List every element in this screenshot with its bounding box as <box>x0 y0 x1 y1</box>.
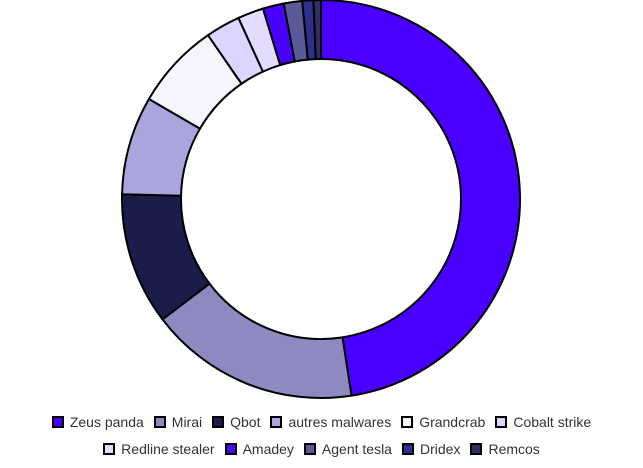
legend-item[interactable]: Redline stealer <box>103 440 215 457</box>
legend-swatch <box>103 442 116 455</box>
legend-item[interactable]: Agent tesla <box>303 440 392 457</box>
legend-swatch <box>212 415 225 428</box>
legend-label: Mirai <box>171 413 203 430</box>
legend-item[interactable]: autres malwares <box>270 414 391 430</box>
legend-item[interactable]: Amadey <box>224 440 294 457</box>
legend-item[interactable]: Cobalt strike <box>495 414 591 430</box>
legend-swatch <box>303 442 316 455</box>
legend-swatch <box>470 442 483 455</box>
legend-swatch <box>224 442 237 455</box>
legend-swatch <box>51 415 64 428</box>
legend-swatch <box>495 415 508 428</box>
donut-plot <box>121 0 521 399</box>
legend-item[interactable]: Zeus panda <box>51 413 144 430</box>
legend-label: Grandcrab <box>419 413 486 430</box>
legend-item[interactable]: Mirai <box>153 413 203 430</box>
donut-slice <box>161 282 353 399</box>
legend-row: Redline stealer Amadey Agent tesla Dridex Re… <box>0 435 643 462</box>
legend-item[interactable]: Grandcrab <box>401 414 485 430</box>
legend-label: Cobalt strike <box>513 413 592 430</box>
donut-slice <box>312 0 322 61</box>
legend-item[interactable]: Remcos <box>470 440 540 457</box>
legend: Zeus panda Mirai Qbot autres malwares Grandc… <box>0 408 643 462</box>
donut-slice <box>320 0 521 397</box>
legend-swatch <box>401 442 414 455</box>
legend-label: Zeus panda <box>69 413 144 430</box>
legend-row: Zeus panda Mirai Qbot autres malwares Grandc… <box>0 408 643 435</box>
legend-label: Qbot <box>230 413 261 430</box>
legend-label: Remcos <box>488 440 540 457</box>
legend-label: Amadey <box>242 440 294 457</box>
legend-swatch <box>401 415 414 428</box>
legend-label: autres malwares <box>288 413 392 430</box>
legend-swatch <box>270 415 283 428</box>
legend-item[interactable]: Dridex <box>401 440 461 457</box>
legend-label: Dridex <box>419 440 461 457</box>
legend-swatch <box>153 415 166 428</box>
legend-label: Agent tesla <box>321 440 392 457</box>
legend-item[interactable]: Qbot <box>212 414 260 430</box>
legend-label: Redline stealer <box>121 440 215 457</box>
